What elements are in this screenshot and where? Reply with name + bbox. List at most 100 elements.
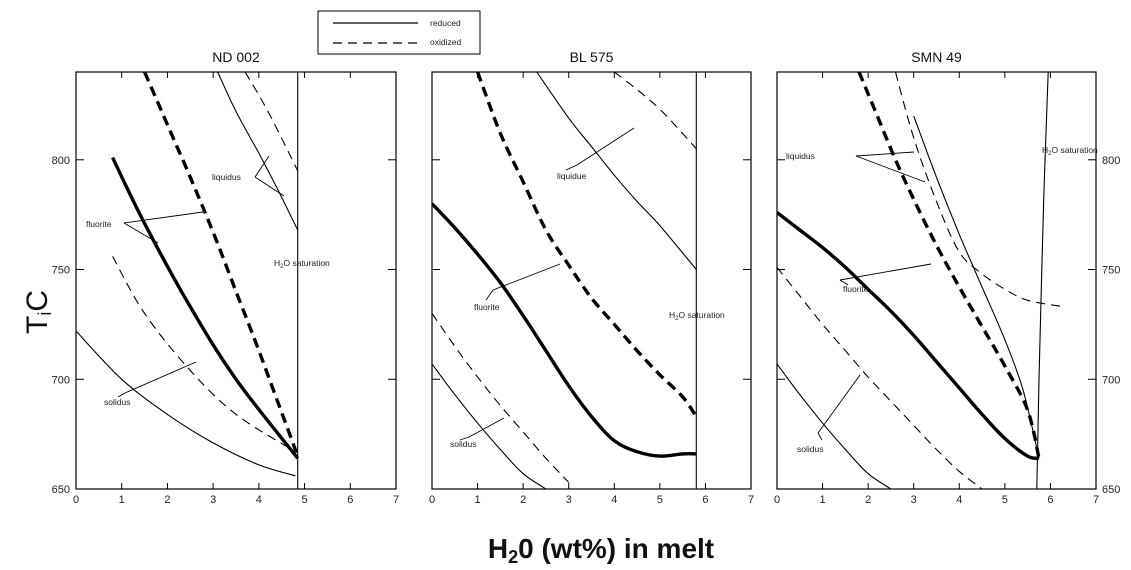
annotation-leader [817,374,861,434]
panel-1: ND 002 0 1 2 3 4 5 6 7 650 700 750 800 solidus fluorit… [52,49,399,506]
y-tick-label: 650 [52,484,70,496]
panel-title: ND 002 [212,49,260,65]
plot-frame [431,71,752,490]
annotation-liquidus: liquidus [786,151,815,161]
x-tick-label: 7 [1093,494,1099,506]
annotation-h2o-saturation: H2O saturation [274,258,330,270]
annotation-h2o-saturation-rest: O saturation [1051,145,1098,155]
x-tick-label: 0 [73,494,79,506]
panel-title: SMN 49 [911,49,962,65]
annotation-leader [855,155,926,183]
annotation-leader [459,436,470,441]
annotation-leader [124,361,197,394]
series-fluorite-thick-solid [111,156,300,460]
series-solidus-thin-dashed [112,256,296,453]
x-axis-label: H20 (wt%) in melt [488,533,714,567]
y-tick-label: 750 [52,265,70,277]
annotation-solidus: solidus [797,444,823,454]
x-tick-label: 4 [611,494,617,506]
x-tick-label: 5 [302,494,308,506]
x-tick-label: 2 [164,494,170,506]
series-liquidus-thin-dashed [613,72,697,150]
annotation-h2o-saturation-sub: 2 [280,264,284,270]
series-solidus-thin-dashed [432,313,570,483]
series-solidus-thin-solid [777,363,892,489]
annotation-leader [117,392,126,398]
x-tick-label: 5 [657,494,663,506]
y-tick-label: 700 [52,374,70,386]
annotation-leader [254,176,285,197]
annotation-h2o-saturation-h: H [1042,145,1048,155]
series-h2o-saturation-thin-solid [1036,72,1049,489]
annotation-h2o-saturation-rest: O saturation [678,310,725,320]
panel-title: BL 575 [570,49,614,65]
series-liquidus-thin-solid [217,72,299,231]
annotation-leader [565,164,578,171]
x-tick-label: 1 [119,494,125,506]
x-tick-label: 4 [956,494,962,506]
annotation-leader [123,222,159,244]
y-tick-label: 700 [1102,374,1120,386]
x-tick-label: 3 [210,494,216,506]
x-tick-label: 2 [520,494,526,506]
x-tick-label: 3 [566,494,572,506]
annotation-leader [492,263,561,291]
x-tick-label: 6 [1047,494,1053,506]
series-fluorite-thick-dashed [143,72,300,457]
series-solidus-thin-solid [432,363,547,489]
annotation-leader [839,263,932,281]
annotation-h2o-saturation-rest: O saturation [283,258,330,268]
x-tick-label: 7 [748,494,754,506]
series-solidus-thin-dashed [777,266,983,489]
annotation-fluorite: fluorite [474,302,500,312]
series-liquidus-thin-dashed [244,72,299,172]
plot-frame [75,71,397,490]
annotation-leader [485,289,494,301]
legend: reduced oxidized [317,10,481,55]
annotation-h2o-saturation: H2O saturation [669,310,725,322]
annotation-h2o-saturation-sub: 2 [675,316,679,322]
annotation-h2o-saturation-sub: 2 [1048,151,1052,157]
series-fluorite-thick-solid [432,202,697,458]
y-tick-label: 750 [1102,265,1120,277]
series-group [777,72,1065,489]
x-tick-label: 6 [702,494,708,506]
series-fluorite-thick-dashed [476,72,698,418]
annotation-h2o-saturation-h: H [274,258,280,268]
x-tick-label: 4 [256,494,262,506]
series-liquidus-thin-dashed [894,72,1065,308]
annotation-h2o-saturation: H2O saturation [1042,145,1098,157]
y-tick-label: 800 [52,155,70,167]
x-tick-label: 7 [393,494,399,506]
x-tick-label: 5 [1002,494,1008,506]
annotation-solidus: solidus [450,439,476,449]
annotation-fluorite: fluorite [843,284,869,294]
x-tick-label: 6 [347,494,353,506]
x-tick-label: 0 [429,494,435,506]
plot-frame [776,71,1097,490]
y-axis-label: TiC [21,290,55,334]
x-tick-label: 0 [774,494,780,506]
series-liquidus-thin-solid [536,72,697,270]
annotation-leader [254,155,270,178]
annotation-leader [576,127,635,166]
series-fluorite-thick-solid [777,211,1040,460]
series-liquidus-thin-solid [913,115,1040,459]
series-fluorite-thick-dashed [857,72,1041,459]
annotation-leader [468,417,505,438]
legend-label-reduced: reduced [430,18,461,28]
annotation-h2o-saturation-h: H [669,310,675,320]
annotation-liquidus: liquidus [212,172,241,182]
series-group [432,72,698,489]
x-tick-label: 1 [820,494,826,506]
annotation-liquidus: liquidue [557,171,587,181]
x-tick-label: 2 [865,494,871,506]
y-tick-label: 800 [1102,155,1120,167]
series-solidus-thin-solid [76,330,296,477]
legend-box [317,10,481,55]
annotation-leader [855,151,915,157]
